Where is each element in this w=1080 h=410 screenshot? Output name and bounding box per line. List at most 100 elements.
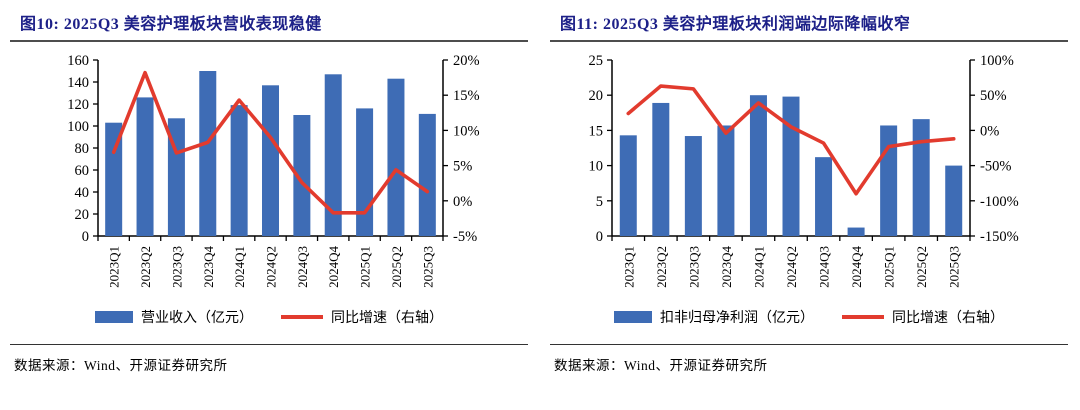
left-axis-tick-label: 20	[75, 207, 90, 223]
left-axis-tick-label: 80	[75, 141, 90, 157]
bar-2023Q2	[136, 97, 154, 237]
right-axis-tick-label: 5%	[453, 159, 472, 175]
x-category-label: 2023Q3	[686, 246, 701, 288]
bar-2024Q4	[324, 74, 342, 236]
bar-series-swatch	[95, 311, 133, 323]
left-axis-tick-label: 160	[67, 53, 89, 69]
figure-11-title: 图11: 2025Q3 美容护理板块利润端边际降幅收窄	[560, 16, 911, 33]
left-axis-tick-label: 5	[596, 194, 603, 210]
legend-item-revenue: 营业收入（亿元）	[95, 307, 253, 327]
x-category-label: 2023Q2	[654, 246, 669, 288]
figure-11-title-rule	[550, 40, 1068, 42]
right-axis-tick-label: -5%	[453, 229, 477, 245]
line-series-swatch	[842, 315, 884, 319]
combo-chart-canvas: 160 140 120 100 80 60 40 20 0 20% 15% 10% 5% 0% -5% 202…	[67, 53, 480, 288]
x-category-label: 2025Q2	[389, 246, 404, 288]
x-category-label: 2025Q1	[882, 246, 897, 288]
legend-label-bar: 营业收入（亿元）	[141, 311, 253, 326]
bar-2023Q4	[199, 71, 217, 236]
figure-10-legend: 营业收入（亿元） 同比增速（右轴）	[10, 302, 528, 332]
left-axis-tick-label: 15	[589, 123, 604, 139]
x-category-label: 2024Q3	[817, 246, 832, 288]
x-category-label: 2023Q3	[169, 246, 184, 288]
right-axis-tick-label: 10%	[453, 123, 480, 139]
bar-2025Q1	[356, 108, 374, 236]
yoy-growth-line	[111, 70, 430, 215]
right-axis-tick-label: 50%	[980, 88, 1007, 104]
yoy-growth-line	[626, 84, 956, 196]
left-axis-tick-label: 120	[67, 97, 89, 113]
bar-2024Q2	[262, 85, 279, 236]
legend-label-bar: 扣非归母净利润（亿元）	[660, 311, 814, 326]
line-series-swatch	[281, 315, 323, 319]
x-category-label: 2024Q2	[264, 246, 279, 288]
bar-series-swatch	[614, 311, 652, 323]
right-axis-tick-label: -100%	[980, 194, 1019, 210]
bar-2023Q4	[717, 125, 735, 236]
x-category-label: 2024Q3	[295, 246, 310, 288]
figure-10-title: 图10: 2025Q3 美容护理板块营收表现稳健	[20, 16, 322, 33]
legend-item-growth: 同比增速（右轴）	[842, 307, 1004, 327]
bar-2024Q3	[293, 115, 311, 236]
legend-label-line: 同比增速（右轴）	[892, 311, 1004, 326]
figure-11-bottom-rule	[550, 344, 1068, 345]
right-axis-tick-label: -50%	[980, 159, 1011, 175]
x-category-label: 2023Q4	[201, 246, 216, 288]
bar-2024Q3	[815, 157, 833, 236]
x-category-label: 2025Q3	[947, 246, 962, 288]
bar-2025Q3	[418, 113, 436, 236]
bar-2023Q2	[652, 102, 670, 236]
right-axis-tick-label: 15%	[453, 88, 480, 104]
x-category-label: 2025Q2	[914, 246, 929, 288]
x-category-label: 2024Q1	[232, 246, 247, 288]
figure-11-legend: 扣非归母净利润（亿元） 同比增速（右轴）	[550, 302, 1068, 332]
legend-item-net-profit: 扣非归母净利润（亿元）	[614, 307, 814, 327]
left-axis-tick-label: 100	[67, 119, 89, 135]
legend-label-line: 同比增速（右轴）	[331, 311, 443, 326]
bar-2024Q1	[749, 95, 767, 236]
figure-10-data-source: 数据来源：Wind、开源证券研究所	[14, 358, 228, 373]
figure-10-panel: 图10: 2025Q3 美容护理板块营收表现稳健 160 140 120 100 80 6…	[10, 16, 528, 373]
x-category-label: 2023Q4	[719, 246, 734, 288]
figure-11-panel: 图11: 2025Q3 美容护理板块利润端边际降幅收窄 25 20 15 10 5 0 10…	[540, 0, 1080, 410]
right-axis-tick-label: 20%	[453, 53, 480, 69]
bar-2024Q4	[847, 227, 865, 236]
bar-2025Q2	[912, 119, 930, 236]
figure-10-bottom-rule	[10, 344, 528, 345]
x-category-label: 2025Q3	[420, 246, 435, 288]
left-axis-tick-label: 0	[596, 229, 603, 245]
x-category-label: 2023Q2	[138, 246, 153, 288]
legend-item-growth: 同比增速（右轴）	[281, 307, 443, 327]
left-axis-tick-label: 20	[589, 88, 604, 104]
x-category-label: 2023Q1	[621, 246, 636, 288]
bar-2025Q2	[387, 78, 405, 236]
left-axis-tick-label: 10	[589, 159, 604, 175]
figure-10-chart: 160 140 120 100 80 60 40 20 0 20% 15% 10% 5% 0% -5% 202…	[10, 44, 528, 302]
bar-2024Q1	[230, 105, 248, 236]
x-category-label: 2024Q1	[751, 246, 766, 288]
bar-2023Q1	[619, 135, 637, 236]
left-axis-tick-label: 25	[589, 53, 604, 69]
bar-2025Q3	[945, 165, 963, 236]
bar-2023Q3	[684, 136, 702, 236]
figure-11-data-source: 数据来源：Wind、开源证券研究所	[554, 358, 768, 373]
x-category-label: 2024Q4	[326, 246, 341, 288]
bar-2023Q1	[105, 122, 123, 236]
right-axis-tick-label: -150%	[980, 229, 1019, 245]
x-category-label: 2025Q1	[358, 246, 373, 288]
x-category-label: 2024Q2	[784, 246, 799, 288]
left-axis-tick-label: 60	[75, 163, 90, 179]
figure-10-title-rule	[10, 40, 528, 42]
right-axis-tick-label: 0%	[453, 194, 472, 210]
bar-2024Q2	[782, 96, 800, 236]
right-axis-tick-label: 0%	[980, 123, 999, 139]
combo-chart-canvas: 25 20 15 10 5 0 100% 50% 0% -50% -100% -150% 2023Q1 2…	[589, 53, 1019, 288]
bar-2023Q3	[167, 118, 185, 236]
x-category-label: 2024Q4	[849, 246, 864, 288]
figure-11-chart: 25 20 15 10 5 0 100% 50% 0% -50% -100% -150% 2023Q1 2…	[550, 44, 1068, 302]
x-category-label: 2023Q1	[107, 246, 122, 288]
left-axis-tick-label: 140	[67, 75, 89, 91]
bar-2025Q1	[880, 125, 898, 236]
left-axis-tick-label: 0	[82, 229, 89, 245]
